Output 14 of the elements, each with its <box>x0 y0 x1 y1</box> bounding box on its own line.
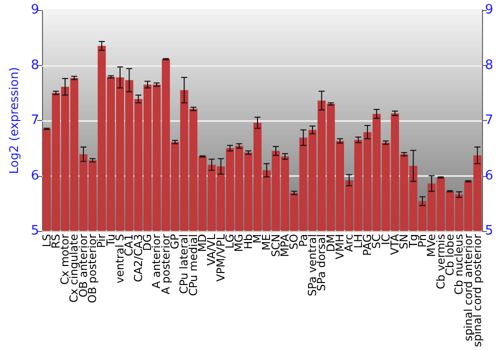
x-tick-label: Tg <box>406 234 420 249</box>
y2-tick-label: 9 <box>485 2 494 18</box>
y2-tick-label: 8 <box>485 58 494 73</box>
y2-tick-label: 5 <box>485 224 494 239</box>
y-tick-label: 8 <box>30 58 40 73</box>
y2-tick-label: 6 <box>485 168 494 184</box>
y-tick-label: 5 <box>30 224 40 239</box>
y-tick-label: 9 <box>30 2 40 18</box>
y-tick-label: 6 <box>30 168 40 184</box>
y-tick-label: 7 <box>30 113 40 128</box>
x-tick-label: OB posterior <box>86 234 100 304</box>
y2-tick-label: 7 <box>485 113 494 128</box>
y-axis-title: Log2 (expression) <box>7 67 21 174</box>
x-tick-label: A posterior <box>159 234 172 294</box>
